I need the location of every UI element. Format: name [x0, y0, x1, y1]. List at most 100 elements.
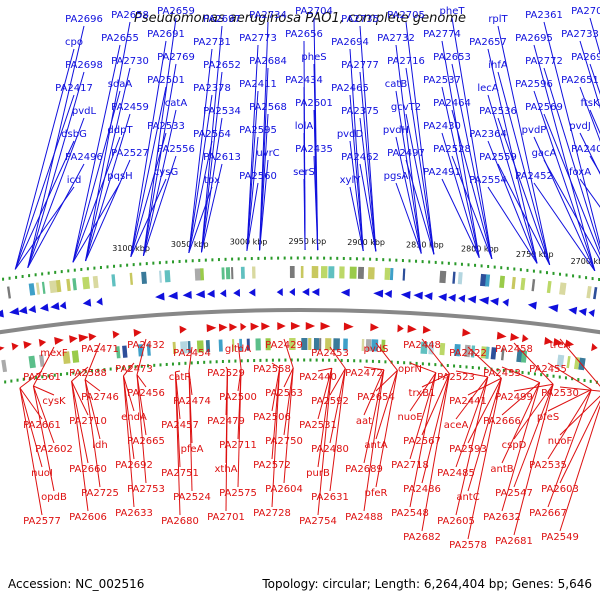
gene-label: sdaA — [108, 79, 133, 90]
gene-leader-line — [451, 109, 493, 259]
gene-label: PA2697 — [203, 14, 241, 25]
gene-label: PA2456 — [127, 388, 165, 399]
kbp-tick-label: 2900 kbp — [347, 238, 385, 247]
gene-label: PA2661 — [23, 420, 61, 431]
gc-dot — [336, 256, 339, 260]
gc-dot — [465, 365, 468, 369]
gene-leader-line — [136, 374, 147, 436]
gene-leader-line — [271, 368, 281, 412]
gene-label: PA2592 — [311, 396, 349, 407]
gene-leader-line — [559, 386, 600, 392]
gene-label: pfeR — [365, 488, 388, 499]
gene-leader-line — [363, 366, 384, 371]
feature-block — [232, 339, 235, 352]
feature-block — [115, 346, 121, 359]
gc-dot — [28, 274, 31, 278]
gc-dot — [459, 364, 462, 368]
gene-leader-line — [513, 384, 554, 488]
gene-leader-line — [497, 163, 551, 266]
gc-dot — [477, 366, 480, 370]
gc-dot — [115, 366, 118, 370]
gene-arrow — [527, 301, 537, 310]
feature-block — [339, 266, 345, 279]
feature-block — [300, 265, 304, 279]
gene-label: PA2529 — [207, 368, 245, 379]
gene-leader-line — [501, 382, 541, 464]
gc-dot — [467, 263, 470, 267]
gene-arrow — [478, 296, 489, 305]
gc-dot — [153, 363, 156, 367]
gene-leader-line — [225, 366, 228, 370]
gc-dot — [47, 271, 50, 275]
gc-dot — [152, 261, 155, 265]
gene-arrow — [261, 322, 271, 331]
feature-block — [187, 340, 191, 354]
gene-label: PA2667 — [529, 508, 567, 519]
gene-label: PA2696 — [65, 14, 103, 25]
gene-leader-line — [84, 342, 101, 380]
gene-label: PA2417 — [55, 83, 93, 94]
feature-block — [129, 272, 134, 285]
feature-block — [365, 339, 372, 352]
gc-dot — [591, 277, 594, 281]
feature-block — [66, 278, 71, 292]
gc-dot — [359, 359, 362, 363]
gc-dot — [572, 274, 575, 278]
gene-label: PA2554 — [469, 175, 507, 186]
gene-leader-line — [497, 117, 551, 266]
gene-arrow — [400, 290, 411, 299]
gene-leader-line — [487, 140, 538, 264]
gene-label: PA2754 — [299, 516, 337, 527]
gene-label: PA2692 — [115, 460, 153, 471]
gc-dot — [589, 379, 592, 383]
gene-arrow — [9, 307, 20, 316]
gc-dot — [296, 358, 299, 362]
gene-label: catR — [169, 372, 192, 383]
gene-arrow — [422, 325, 431, 334]
gc-dot — [215, 360, 218, 364]
gene-leader-line — [359, 25, 377, 252]
gene-leader-line — [441, 178, 480, 258]
feature-block — [384, 267, 391, 280]
gc-dot — [340, 358, 343, 362]
map-title: Pseudomonas aeruginosa PAO1, complete ge… — [134, 11, 466, 26]
gc-dot — [496, 368, 499, 372]
gene-leader-line — [349, 186, 364, 252]
gc-dot — [334, 358, 337, 362]
gene-leader-line — [441, 132, 480, 258]
feature-block — [1, 359, 8, 373]
gene-leader-line — [421, 338, 450, 374]
gene-arrow — [578, 308, 587, 316]
gene-leader-line — [451, 63, 493, 259]
gene-arrow — [591, 343, 598, 352]
gene-leader-line — [513, 384, 554, 536]
gc-dot — [224, 257, 227, 261]
gene-leader-line — [72, 136, 121, 263]
feature-block — [35, 282, 41, 295]
gene-label: ldh — [92, 440, 107, 451]
gene-label: PA2534 — [203, 106, 241, 117]
gene-label: PA2524 — [173, 492, 211, 503]
gene-label: PA2632 — [483, 512, 521, 523]
gene-leader-line — [455, 376, 489, 516]
gene-arrow — [168, 291, 178, 300]
gc-dot — [303, 256, 306, 260]
gene-leader-line — [19, 370, 43, 389]
gc-dot — [403, 361, 406, 365]
gc-dot — [191, 259, 194, 263]
gene-label: PA2732 — [377, 33, 415, 44]
gene-label: PA2706 — [571, 6, 600, 17]
feature-block — [221, 267, 225, 280]
gene-label: PA2491 — [423, 167, 461, 178]
gc-dot — [72, 371, 75, 375]
gc-dot — [86, 267, 89, 271]
gene-leader-line — [84, 379, 101, 440]
gene-label: oprN — [398, 364, 422, 375]
gene-label: PA2769 — [157, 52, 195, 63]
feature-block — [586, 285, 592, 299]
gc-dot — [90, 369, 93, 373]
feature-block — [311, 266, 319, 279]
feature-block — [531, 279, 536, 292]
gc-dot — [2, 277, 5, 281]
